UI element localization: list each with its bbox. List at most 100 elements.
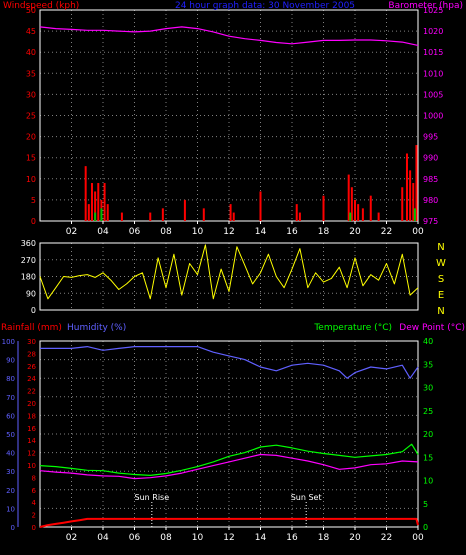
gust-bar [100, 208, 103, 221]
temperature-ytick-label: 15 [423, 453, 433, 462]
wind-xtick-label: 10 [192, 227, 204, 237]
rain-ytick-label: 14 [27, 437, 36, 445]
wind-xtick-label: 12 [223, 227, 234, 237]
chart-title: 24 hour graph data: 30 November 2005 [175, 1, 355, 11]
thr-xtick-label: 00 [412, 533, 424, 543]
compass-label: E [438, 290, 444, 301]
rain-ytick-label: 26 [27, 363, 36, 371]
temperature-ytick-label: 35 [423, 360, 433, 369]
temperature-ytick-label: 10 [423, 477, 433, 486]
wind-bar [405, 153, 408, 221]
thr-xtick-label: 08 [160, 533, 172, 543]
humidity-ytick-label: 70 [6, 394, 15, 402]
direction-ytick-label: 0 [31, 306, 36, 315]
rainfall-line [39, 517, 419, 528]
wind-ytick-label: 0 [31, 217, 36, 226]
thr-xtick-label: 16 [286, 533, 298, 543]
thr-xtick-label: 22 [381, 533, 392, 543]
wind-bar [94, 191, 97, 221]
wind-xtick-label: 14 [255, 227, 267, 237]
humidity-ytick-label: 0 [11, 524, 15, 532]
pressure-ytick-label: 985 [423, 175, 438, 184]
pressure-line [39, 26, 419, 46]
rain-ytick-label: 4 [32, 499, 37, 507]
humidity-ytick-label: 40 [6, 450, 15, 458]
temperature-ytick-label: 25 [423, 407, 433, 416]
pressure-ytick-label: 1025 [423, 6, 443, 15]
compass-label: S [438, 274, 444, 285]
humidity-ytick-label: 80 [6, 375, 15, 383]
wind-bar [232, 212, 235, 221]
thr-xtick-label: 02 [66, 533, 77, 543]
wind-xtick-label: 08 [160, 227, 172, 237]
thr-xtick-label: 14 [255, 533, 267, 543]
wind-bar [361, 208, 364, 221]
wind-bar [149, 212, 152, 221]
wind-bar [295, 204, 298, 221]
wind-ytick-label: 20 [26, 133, 36, 142]
direction-ytick-label: 270 [21, 256, 36, 265]
humidity-axis-label: Humidity (%) [67, 323, 126, 333]
humidity-ytick-label: 90 [6, 357, 15, 365]
dewpoint-line [39, 453, 419, 480]
temperature-ytick-label: 30 [423, 384, 433, 393]
humidity-ytick-label: 30 [6, 468, 15, 476]
rain-ytick-label: 6 [32, 487, 37, 495]
temperature-axis-label: Temperature (°C) [313, 323, 392, 333]
pressure-ytick-label: 1005 [423, 90, 443, 99]
wind-bar [377, 212, 380, 221]
thr-xtick-label: 18 [318, 533, 330, 543]
temperature-ytick-label: 5 [423, 500, 428, 509]
wind-bar [106, 204, 109, 221]
rain-ytick-label: 24 [27, 375, 36, 383]
rain-ytick-label: 12 [27, 450, 36, 458]
gust-bar [413, 208, 416, 221]
pressure-ytick-label: 980 [423, 196, 438, 205]
wind-bar [357, 204, 360, 221]
rain-ytick-label: 28 [27, 350, 36, 358]
rain-ytick-label: 2 [32, 512, 36, 520]
rain-ytick-label: 16 [27, 425, 36, 433]
temperature-line [39, 443, 419, 476]
pressure-ytick-label: 1010 [423, 69, 443, 78]
wind-bar [103, 183, 106, 221]
wind-ytick-label: 5 [31, 196, 36, 205]
wind-bar [322, 195, 325, 221]
wind-bar [350, 187, 353, 221]
sun-annotation: Sun Rise [135, 493, 170, 502]
dewpoint-axis-label: Dew Point (°C) [399, 323, 465, 333]
direction-ytick-label: 360 [21, 239, 36, 248]
wind-bar [202, 208, 205, 221]
wind-xtick-label: 22 [381, 227, 392, 237]
wind-bar [120, 212, 123, 221]
compass-label: N [437, 306, 444, 317]
wind-bar [354, 199, 356, 221]
wind-ytick-label: 35 [26, 69, 36, 78]
humidity-ytick-label: 20 [6, 487, 15, 495]
compass-label: W [436, 258, 446, 269]
rain-ytick-label: 0 [32, 524, 36, 532]
wind-ytick-label: 45 [26, 27, 36, 36]
thr-xtick-label: 10 [192, 533, 204, 543]
temperature-ytick-label: 0 [423, 523, 428, 532]
humidity-line [40, 346, 419, 379]
wind-bar [229, 204, 232, 221]
pressure-ytick-label: 1020 [423, 27, 443, 36]
wind-bar [298, 212, 301, 221]
pressure-ytick-label: 990 [423, 154, 438, 163]
thr-xtick-label: 06 [129, 533, 141, 543]
wind-bar [409, 170, 412, 221]
sun-annotation: Sun Set [291, 493, 322, 502]
wind-bar [412, 183, 415, 221]
wind-xtick-label: 16 [286, 227, 298, 237]
pressure-ytick-label: 975 [423, 217, 438, 226]
rain-ytick-label: 18 [27, 412, 36, 420]
wind-xtick-label: 06 [129, 227, 141, 237]
thr-xtick-label: 12 [223, 533, 234, 543]
wind-ytick-label: 30 [26, 90, 36, 99]
rain-ytick-label: 10 [27, 462, 36, 470]
rainfall-axis-label: Rainfall (mm) [1, 323, 62, 333]
humidity-ytick-label: 100 [2, 338, 15, 346]
direction-ytick-label: 90 [26, 289, 36, 298]
